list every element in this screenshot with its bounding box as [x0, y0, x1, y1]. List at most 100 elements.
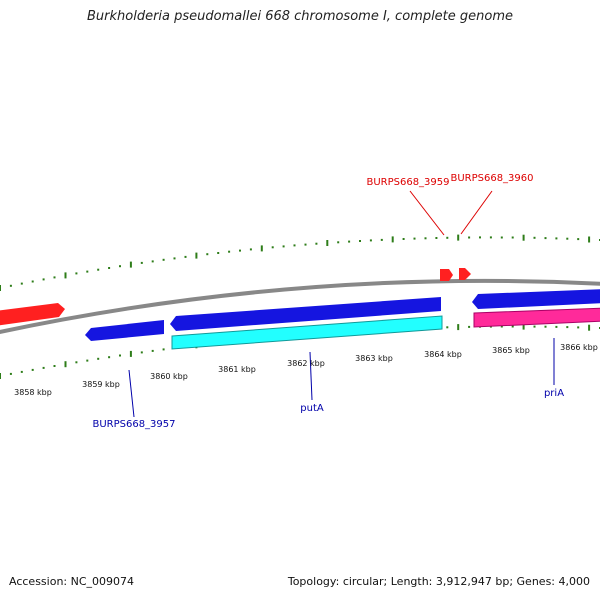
minor-tick [271, 246, 274, 249]
gene-label-pria[interactable]: priA [544, 388, 564, 399]
major-tick [588, 324, 591, 331]
gene-arrow-burps668-3957[interactable] [85, 320, 164, 341]
minor-tick [173, 257, 176, 260]
minor-tick [140, 261, 143, 264]
major-tick [129, 350, 132, 357]
gene-arrow-burps668-3959[interactable] [440, 269, 453, 281]
minor-tick [577, 238, 580, 241]
leader-line-burps668-3959 [409, 190, 445, 236]
minor-tick [337, 241, 340, 244]
minor-tick [20, 370, 23, 373]
leader-line-puta [309, 351, 313, 401]
minor-tick [97, 357, 100, 360]
minor-tick [489, 236, 492, 239]
minor-tick [479, 236, 481, 239]
minor-tick [511, 236, 514, 239]
leader-line-burps668-3960 [460, 190, 493, 235]
major-tick [457, 234, 460, 241]
minor-tick [86, 359, 89, 362]
minor-tick [151, 260, 154, 263]
major-tick [0, 373, 1, 379]
minor-tick [468, 236, 471, 239]
minor-tick [108, 356, 111, 359]
accession-text: Accession: NC_009074 [9, 575, 135, 588]
minor-tick [9, 284, 12, 287]
major-tick [522, 323, 525, 330]
major-tick [457, 324, 460, 331]
minor-tick [9, 372, 12, 375]
genome-summary-text: Topology: circular; Length: 3,912,947 bp… [287, 575, 590, 588]
minor-tick [577, 326, 580, 329]
minor-tick [217, 252, 220, 254]
minor-tick [97, 268, 100, 271]
tick-label: 3862 kbp [287, 359, 325, 368]
minor-tick [369, 239, 372, 242]
minor-tick [402, 238, 405, 240]
gene-arrow-pria[interactable] [472, 289, 600, 309]
gene-band-puta-cyan[interactable] [171, 315, 443, 350]
minor-tick [446, 236, 449, 239]
minor-tick [119, 265, 121, 268]
minor-tick [108, 267, 111, 269]
minor-tick [53, 276, 56, 279]
major-tick [522, 234, 525, 241]
major-tick [260, 245, 263, 252]
gene-arrow-burps668-3960[interactable] [459, 268, 471, 280]
minor-tick [249, 248, 252, 251]
minor-tick [315, 242, 318, 245]
minor-tick [446, 326, 449, 329]
minor-tick [511, 325, 514, 328]
minor-tick [566, 326, 569, 329]
minor-tick [75, 361, 78, 364]
minor-tick [162, 258, 165, 261]
minor-tick [435, 237, 438, 239]
major-tick [588, 236, 591, 243]
gene-label-puta[interactable]: putA [300, 403, 324, 414]
tick-label: 3861 kbp [218, 365, 256, 374]
leader-line-burps668-3957 [128, 369, 135, 418]
gene-band-pria-magenta[interactable] [473, 307, 600, 328]
minor-tick [86, 270, 89, 273]
major-tick [64, 361, 67, 368]
minor-tick [533, 236, 536, 239]
minor-tick [75, 272, 78, 275]
minor-tick [544, 237, 547, 240]
outer-tick-row [0, 234, 600, 291]
minor-tick [544, 325, 547, 328]
tick-label: 3860 kbp [150, 372, 188, 381]
gene-label-burps668-3960[interactable]: BURPS668_3960 [450, 173, 533, 184]
minor-tick [348, 240, 351, 243]
tick-label: 3859 kbp [82, 380, 120, 389]
minor-tick [293, 244, 296, 247]
major-tick [64, 272, 67, 279]
gene-arrow-left-red[interactable] [0, 303, 65, 326]
major-tick [195, 252, 198, 259]
minor-tick [380, 238, 383, 241]
minor-tick [140, 351, 143, 354]
minor-tick [42, 278, 45, 281]
minor-tick [31, 280, 34, 283]
minor-tick [151, 349, 154, 352]
gene-arrow-puta[interactable] [170, 297, 441, 331]
tick-label: 3864 kbp [424, 350, 462, 359]
minor-tick [31, 368, 34, 371]
minor-tick [500, 236, 503, 239]
minor-tick [533, 325, 536, 328]
minor-tick [239, 249, 241, 252]
minor-tick [42, 366, 45, 369]
gene-label-burps668-3957[interactable]: BURPS668_3957 [92, 419, 175, 430]
tick-label: 3863 kbp [355, 354, 393, 363]
minor-tick [359, 240, 361, 242]
major-tick [326, 240, 329, 246]
minor-tick [424, 237, 427, 240]
tick-label: 3865 kbp [492, 346, 530, 355]
minor-tick [53, 365, 56, 367]
map-title: Burkholderia pseudomallei 668 chromosome… [86, 9, 514, 24]
minor-tick [282, 245, 285, 248]
minor-tick [500, 325, 503, 328]
minor-tick [304, 243, 307, 246]
minor-tick [228, 250, 231, 253]
gene-label-burps668-3959[interactable]: BURPS668_3959 [366, 177, 449, 188]
